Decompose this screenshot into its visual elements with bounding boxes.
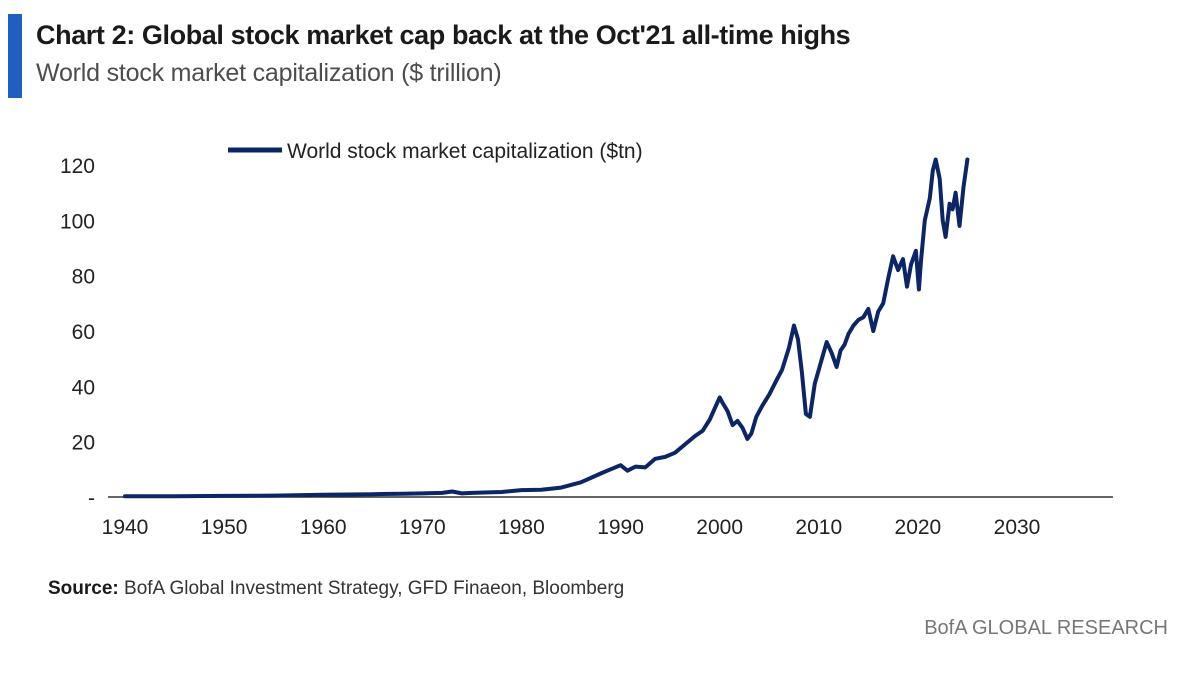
- title-accent-bar: [8, 14, 22, 98]
- x-tick-label: 2010: [795, 516, 842, 539]
- source-label: Source:: [48, 578, 119, 599]
- x-tick-label: 1990: [597, 516, 644, 539]
- y-tick-label: 120: [60, 155, 95, 178]
- x-tick-label: 1940: [102, 516, 149, 539]
- x-tick-label: 1950: [201, 516, 248, 539]
- x-tick-label: 2000: [696, 516, 743, 539]
- y-tick-label: 20: [72, 432, 95, 455]
- brand-footer: BofA GLOBAL RESEARCH: [924, 617, 1168, 639]
- x-tick-label: 2030: [994, 516, 1041, 539]
- y-tick-label: 80: [72, 266, 95, 289]
- y-tick-label: -: [88, 487, 95, 510]
- y-tick-label: 60: [72, 321, 95, 344]
- x-tick-label: 1960: [300, 516, 347, 539]
- chart-title: Chart 2: Global stock market cap back at…: [36, 20, 851, 50]
- x-tick-label: 1970: [399, 516, 446, 539]
- x-axis-ticks: 1940 1950 1960 1970 1980 1990 2000 2010 2020 2030: [102, 516, 1041, 539]
- y-tick-label: 100: [60, 210, 95, 233]
- x-tick-label: 1980: [498, 516, 545, 539]
- chart-legend: World stock market capitalization ($tn): [228, 140, 643, 163]
- x-tick-label: 2020: [895, 516, 942, 539]
- line-chart: - 20 40 60 80 100 120 1940 1950 1960 1970 1980 1990…: [60, 140, 1113, 539]
- chart-subtitle: World stock market capitalization ($ tri…: [36, 59, 502, 87]
- source-note: Source: BofA Global Investment Strategy,…: [48, 578, 624, 600]
- y-tick-label: 40: [72, 376, 95, 399]
- legend-label: World stock market capitalization ($tn): [287, 140, 643, 163]
- y-axis-ticks: - 20 40 60 80 100 120: [60, 155, 95, 510]
- series-layer: [123, 157, 970, 499]
- source-text: BofA Global Investment Strategy, GFD Fin…: [118, 578, 625, 599]
- series-line-world-market-cap: [123, 157, 970, 499]
